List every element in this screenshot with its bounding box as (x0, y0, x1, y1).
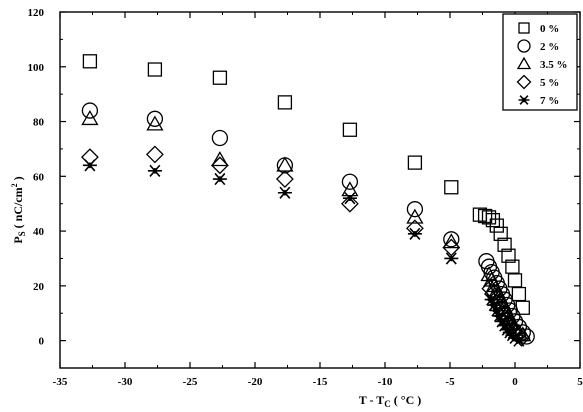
x-axis-title: T - TC ( °C ) (359, 393, 422, 409)
data-point-square (342, 122, 358, 137)
data-point-asterisk (444, 252, 459, 265)
data-point-square (444, 180, 459, 195)
legend-marker-square (518, 22, 530, 34)
legend-label: 2 % (540, 41, 559, 53)
x-tick-label: -15 (313, 376, 328, 388)
x-tick-label: 0 (512, 376, 518, 388)
series-asterisk (82, 159, 526, 347)
legend: 0 % 2 % 3.5 % 5 % 7 % (502, 13, 578, 111)
data-point-square (501, 248, 516, 263)
data-point-square (481, 210, 497, 225)
data-point-diamond (442, 238, 461, 257)
legend-label: 7 % (540, 95, 559, 107)
data-point-circle (443, 231, 460, 248)
data-point-square (147, 62, 163, 77)
y-tick-label: 0 (39, 336, 45, 348)
legend-label: 3.5 % (540, 59, 568, 71)
legend-marker-circle (517, 39, 531, 53)
data-point-square (497, 237, 512, 252)
x-tick-label: -10 (378, 376, 393, 388)
data-point-square (82, 54, 98, 69)
data-point-square (489, 218, 504, 233)
y-tick-label: 100 (28, 62, 45, 74)
data-point-circle (406, 201, 424, 218)
x-tick-label: -25 (183, 376, 198, 388)
y-tick-label: 60 (33, 171, 45, 183)
legend-marker-triangle (516, 56, 532, 70)
y-tick-label: 40 (33, 226, 45, 238)
y-axis-ticks: 0 20 40 60 80 100 120 (28, 7, 580, 348)
data-point-asterisk (82, 159, 97, 172)
data-point-square (477, 208, 493, 224)
y-tick-label: 120 (28, 7, 45, 19)
data-point-asterisk (277, 186, 292, 199)
legend-box (502, 13, 578, 111)
series-square (82, 54, 530, 315)
data-point-square (507, 273, 523, 288)
data-point-square (407, 155, 423, 170)
data-point-diamond (210, 156, 229, 175)
legend-marker-asterisk (518, 95, 530, 105)
legend-marker-diamond (516, 74, 532, 90)
data-point-square (485, 212, 501, 228)
x-tick-label: 5 (577, 376, 583, 388)
data-point-diamond (275, 170, 294, 188)
x-tick-label: -20 (248, 376, 263, 388)
data-point-asterisk (487, 298, 502, 312)
data-point-diamond (145, 145, 164, 164)
x-axis-ticks: -35 -30 -25 -20 -15 -10 -5 0 5 (53, 12, 583, 388)
x-tick-label: -5 (445, 376, 455, 388)
series-circle (81, 102, 535, 345)
data-point-asterisk (147, 164, 162, 177)
data-marks (80, 54, 535, 347)
y-axis-title: PS ( nC/cm2 ) (10, 176, 27, 243)
data-point-asterisk (511, 334, 526, 347)
data-point-circle (518, 328, 535, 345)
data-point-asterisk (484, 293, 499, 306)
data-point-triangle (442, 233, 460, 249)
series-diamond (80, 145, 531, 347)
legend-label: 0 % (540, 23, 559, 35)
series-triangle (81, 109, 532, 342)
data-point-asterisk (508, 331, 522, 345)
data-point-square (277, 95, 293, 110)
y-tick-label: 20 (33, 281, 45, 293)
data-point-square (493, 226, 508, 241)
data-point-asterisk (212, 172, 227, 186)
data-point-asterisk (489, 304, 504, 317)
data-point-diamond (340, 194, 359, 213)
data-point-circle (341, 173, 359, 190)
data-point-square (212, 70, 228, 85)
data-point-triangle (406, 208, 424, 224)
x-tick-label: -30 (118, 376, 133, 388)
data-point-asterisk (492, 309, 507, 323)
data-point-triangle (211, 151, 229, 167)
data-point-asterisk (342, 192, 357, 205)
x-tick-label: -35 (53, 376, 68, 388)
data-point-circle (211, 129, 229, 147)
legend-label: 5 % (540, 77, 559, 89)
data-point-asterisk (407, 227, 422, 240)
data-point-circle (81, 102, 99, 119)
data-point-square (511, 286, 527, 302)
data-point-triangle (146, 115, 164, 131)
y-tick-label: 80 (33, 117, 45, 129)
data-point-triangle (81, 109, 99, 126)
data-point-square (505, 259, 520, 274)
data-point-circle (146, 110, 164, 127)
